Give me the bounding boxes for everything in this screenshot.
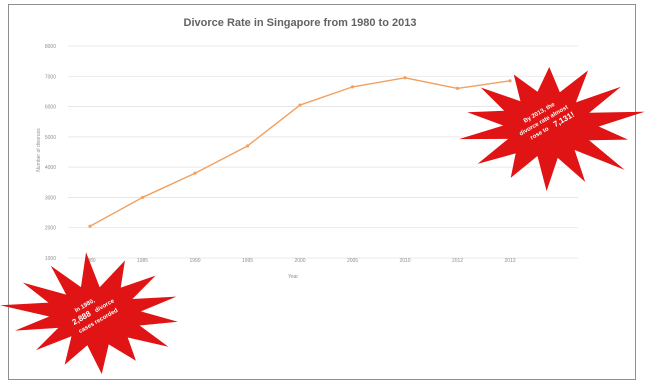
x-axis: 1980 1985 1990 1995 2000 2005 2010 2012 2013 (84, 258, 515, 264)
data-point (403, 76, 407, 80)
y-axis: 1000 2000 3000 4000 5000 6000 7000 8000 (45, 44, 56, 262)
data-point (193, 171, 197, 175)
right-callout: By 2013, the divorce rate almost rose to… (458, 67, 645, 192)
x-axis-label: Year (288, 274, 298, 280)
y-tick-label: 7000 (45, 74, 56, 80)
y-tick-label: 1000 (45, 256, 56, 262)
left-callout: In 1980, 2,888 divorce cases recorded (0, 252, 178, 374)
data-point (245, 144, 250, 148)
x-tick-label: 1990 (189, 258, 200, 264)
x-tick-label: 1995 (242, 258, 253, 264)
left-starburst-shape (0, 252, 178, 374)
y-tick-label: 2000 (45, 226, 56, 232)
x-tick-label: 1980 (84, 258, 95, 264)
data-point (508, 79, 512, 83)
y-tick-label: 4000 (45, 165, 56, 171)
data-point (140, 195, 145, 200)
y-tick-label: 3000 (45, 195, 56, 201)
x-tick-label: 2012 (452, 258, 463, 264)
y-tick-label: 5000 (45, 135, 56, 141)
data-point (298, 103, 302, 107)
chart-title: Divorce Rate in Singapore from 1980 to 2… (184, 17, 417, 29)
series-points (88, 76, 512, 228)
y-axis-label: Number of divorces (36, 128, 42, 172)
data-point (88, 224, 92, 228)
data-point (455, 86, 460, 90)
x-tick-label: 1985 (137, 258, 148, 264)
x-tick-label: 2000 (294, 258, 305, 264)
x-tick-label: 2013 (504, 258, 515, 264)
y-tick-label: 6000 (45, 105, 56, 111)
right-starburst-shape (458, 67, 645, 192)
data-point (350, 85, 355, 89)
grid-lines (68, 45, 578, 259)
x-tick-label: 2010 (399, 258, 410, 264)
series-line (89, 77, 511, 227)
y-tick-label: 8000 (45, 44, 56, 50)
x-tick-label: 2005 (347, 258, 358, 264)
